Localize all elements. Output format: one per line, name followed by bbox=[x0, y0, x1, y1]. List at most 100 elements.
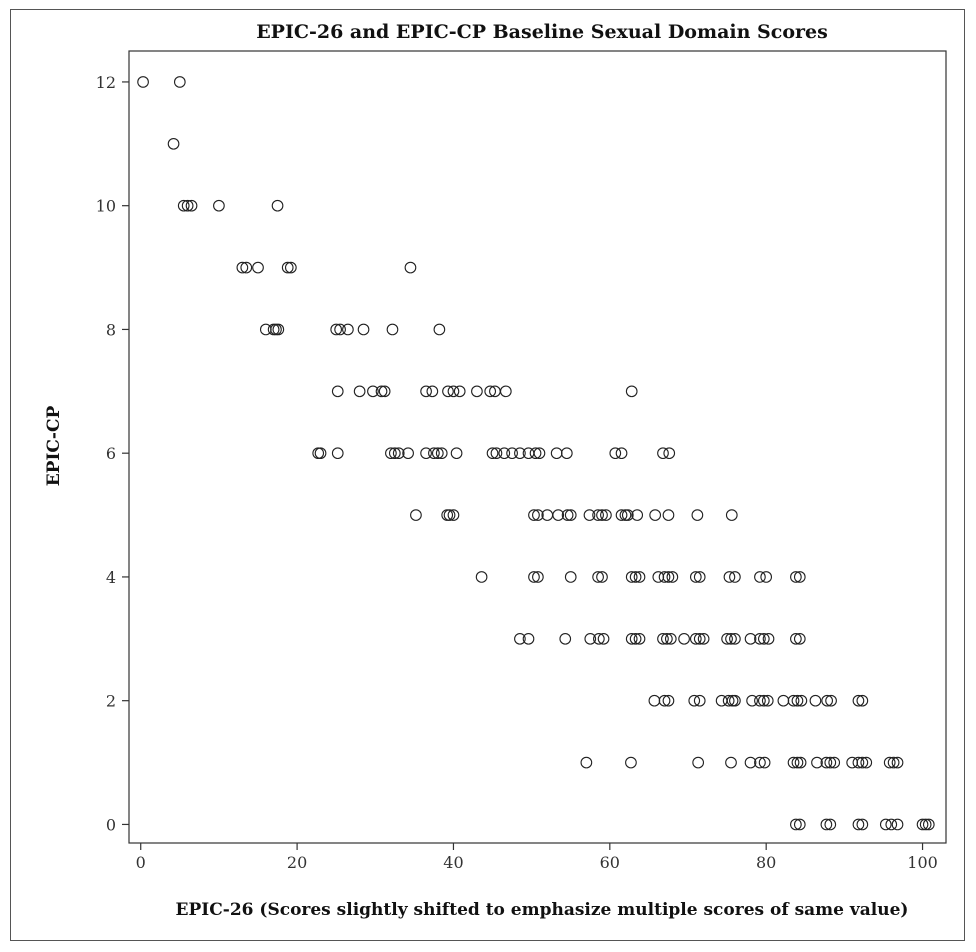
data-point bbox=[592, 571, 604, 583]
data-point bbox=[793, 818, 806, 831]
data-point bbox=[825, 694, 837, 707]
data-point bbox=[754, 632, 766, 645]
data-point bbox=[597, 632, 610, 645]
y-tick-label: 0 bbox=[106, 815, 116, 834]
data-point bbox=[922, 818, 935, 831]
data-point bbox=[442, 385, 454, 398]
data-point bbox=[552, 509, 565, 521]
data-point bbox=[173, 76, 186, 88]
data-point bbox=[754, 694, 766, 707]
data-point bbox=[678, 632, 690, 645]
data-point bbox=[661, 632, 673, 645]
data-point bbox=[688, 694, 701, 707]
data-point bbox=[725, 632, 737, 645]
y-tick-label: 10 bbox=[96, 197, 116, 216]
data-point bbox=[663, 447, 676, 460]
data-point bbox=[392, 447, 405, 460]
data-point bbox=[824, 818, 837, 831]
data-point bbox=[729, 571, 741, 583]
data-point bbox=[420, 447, 432, 460]
data-point bbox=[561, 509, 574, 521]
data-point bbox=[631, 509, 644, 521]
data-point bbox=[471, 385, 483, 398]
data-point bbox=[762, 632, 775, 645]
data-point bbox=[852, 818, 865, 831]
data-point bbox=[443, 509, 456, 521]
data-point bbox=[856, 756, 869, 769]
y-axis: 0 2 4 6 8 10 12 bbox=[96, 73, 129, 834]
data-point bbox=[625, 571, 638, 583]
data-point bbox=[240, 261, 253, 274]
data-point bbox=[693, 571, 706, 583]
data-point bbox=[420, 385, 432, 398]
data-point bbox=[453, 385, 466, 398]
x-tick-label: 100 bbox=[907, 853, 938, 872]
data-point bbox=[725, 509, 738, 521]
data-point bbox=[402, 447, 414, 460]
data-point bbox=[625, 632, 638, 645]
data-point bbox=[433, 323, 446, 336]
data-point bbox=[559, 632, 572, 645]
data-point bbox=[625, 385, 638, 398]
data-point bbox=[621, 509, 634, 521]
data-point bbox=[378, 385, 391, 398]
data-point bbox=[270, 323, 282, 336]
data-point bbox=[596, 571, 608, 583]
data-point bbox=[609, 447, 622, 460]
y-tick-label: 2 bbox=[106, 692, 116, 711]
data-point bbox=[596, 509, 608, 521]
data-point bbox=[629, 571, 642, 583]
data-point bbox=[375, 385, 388, 398]
data-point bbox=[693, 632, 706, 645]
data-point bbox=[760, 571, 773, 583]
data-point bbox=[312, 447, 325, 460]
data-point bbox=[450, 447, 463, 460]
data-point bbox=[498, 447, 511, 460]
data-point bbox=[410, 509, 422, 521]
data-point bbox=[385, 447, 397, 460]
data-point bbox=[330, 323, 343, 336]
data-point bbox=[787, 756, 800, 769]
data-point bbox=[793, 571, 806, 583]
data-point bbox=[284, 261, 297, 274]
data-point bbox=[648, 694, 661, 707]
data-point bbox=[592, 509, 604, 521]
data-point bbox=[721, 632, 733, 645]
data-point bbox=[662, 571, 675, 583]
data-point bbox=[213, 199, 225, 212]
data-point bbox=[272, 323, 285, 336]
data-point bbox=[528, 571, 540, 583]
data-point bbox=[404, 261, 417, 274]
data-point bbox=[615, 509, 628, 521]
data-point bbox=[860, 756, 873, 769]
data-point bbox=[353, 385, 366, 398]
data-point bbox=[447, 509, 460, 521]
data-point bbox=[689, 632, 702, 645]
data-point bbox=[820, 818, 833, 831]
data-point bbox=[600, 509, 612, 521]
data-point bbox=[426, 385, 439, 398]
data-point bbox=[852, 694, 865, 707]
data-point bbox=[564, 571, 577, 583]
data-point bbox=[489, 385, 501, 398]
data-point bbox=[633, 632, 646, 645]
data-point bbox=[757, 694, 770, 707]
data-point bbox=[658, 694, 671, 707]
data-point bbox=[584, 632, 597, 645]
data-point bbox=[435, 447, 448, 460]
data-point bbox=[916, 818, 929, 831]
data-point bbox=[787, 694, 800, 707]
data-point bbox=[331, 385, 344, 398]
data-point bbox=[367, 385, 379, 398]
data-point bbox=[593, 632, 605, 645]
data-point bbox=[824, 756, 837, 769]
data-point bbox=[662, 509, 675, 521]
data-point bbox=[236, 261, 249, 274]
data-point bbox=[267, 323, 280, 336]
data-point bbox=[334, 323, 346, 336]
data-point bbox=[729, 694, 741, 707]
data-point bbox=[177, 199, 190, 212]
y-tick-label: 8 bbox=[106, 320, 116, 339]
data-point bbox=[856, 694, 869, 707]
data-point bbox=[791, 756, 804, 769]
